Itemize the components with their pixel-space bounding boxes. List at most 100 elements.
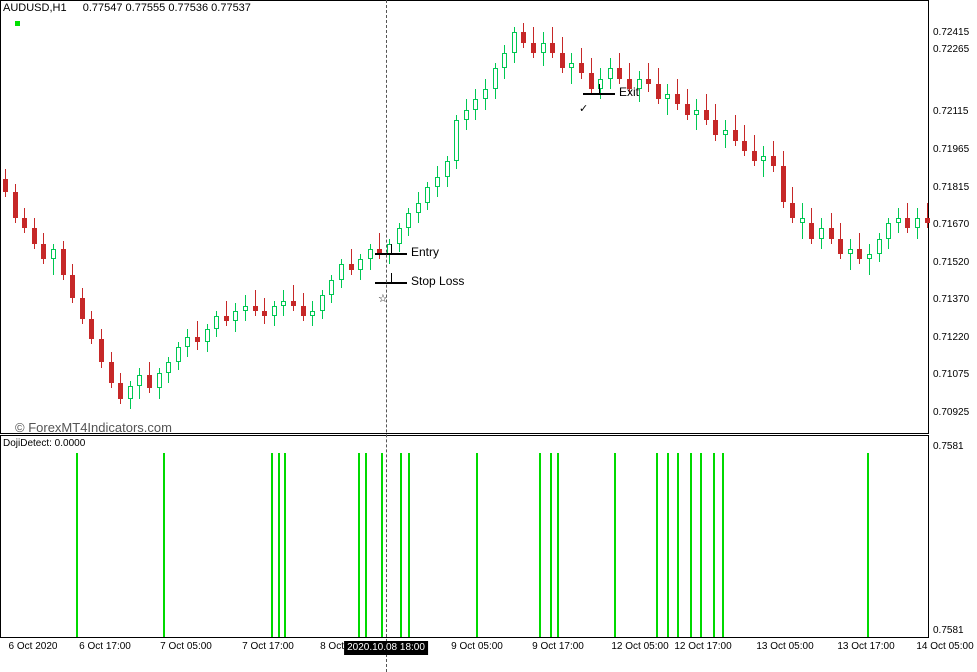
candle-body: [492, 68, 498, 89]
candle: [540, 32, 546, 66]
candle: [291, 285, 296, 311]
doji-signal-bar: [667, 453, 669, 637]
candle-body: [3, 179, 8, 193]
candle-body: [675, 94, 680, 105]
candle: [675, 78, 680, 110]
candle-body: [771, 156, 776, 167]
time-axis[interactable]: 6 Oct 2020 6 Oct 17:00 7 Oct 05:00 7 Oct 17…: [0, 639, 974, 672]
candle-body: [924, 217, 930, 224]
price-axis-scale[interactable]: 0.72415 0.72265 0.72115 0.71965 0.71815 0.716…: [929, 0, 977, 434]
candle: [886, 218, 892, 249]
doji-signal-bar: [557, 453, 559, 637]
candle: [406, 207, 412, 237]
doji-signal-bar: [400, 453, 402, 637]
candle-body: [819, 228, 824, 239]
candle: [319, 290, 325, 319]
candle-body: [915, 217, 920, 229]
candle-body: [742, 140, 748, 151]
candle-body: [540, 42, 546, 53]
candle: [607, 58, 613, 89]
candle: [415, 192, 421, 224]
indicator-axis-scale[interactable]: 0.7581 0.7581: [929, 435, 977, 638]
candle: [742, 125, 748, 157]
doji-signal-bar: [867, 453, 869, 637]
time-tick-label: 6 Oct 17:00: [79, 641, 131, 652]
candle-body: [415, 202, 421, 213]
candle-body: [204, 328, 210, 342]
candle-body: [713, 119, 719, 136]
candle-body: [367, 248, 373, 260]
candle: [233, 303, 239, 332]
doji-signal-bar: [690, 453, 692, 637]
candle: [108, 352, 114, 389]
marker-label: Exit: [619, 85, 640, 99]
candle: [790, 187, 796, 224]
candle-body: [262, 310, 268, 317]
candle-body: [454, 119, 460, 162]
candle: [41, 233, 47, 265]
candle: [262, 297, 268, 324]
doji-signal-bar: [713, 453, 715, 637]
time-tick-label: 13 Oct 05:00: [756, 641, 814, 652]
indicator-panel[interactable]: [0, 435, 929, 638]
candle: [751, 135, 757, 167]
candle: [204, 323, 210, 353]
candle: [396, 223, 402, 252]
candle: [569, 52, 575, 84]
candle-body: [579, 63, 584, 74]
candle-body: [550, 42, 556, 53]
price-tick-label: 0.70925: [933, 407, 970, 418]
doji-signal-bar: [408, 453, 410, 637]
candle-wick: [293, 285, 294, 311]
candle-body: [79, 297, 85, 319]
candle: [838, 223, 844, 260]
candle: [463, 99, 469, 131]
candle: [3, 168, 8, 198]
candle-body: [70, 274, 76, 298]
candle: [89, 310, 95, 345]
doji-signal-bar: [476, 453, 478, 637]
candle-wick: [254, 290, 256, 317]
marker-label: Entry: [411, 245, 440, 259]
doji-signal-bar: [163, 453, 165, 637]
doji-signal-bar: [550, 453, 552, 637]
candle-body: [89, 318, 95, 340]
candle-body: [502, 52, 508, 69]
indicator-tick-bottom: 0.7581: [933, 625, 964, 636]
candle: [847, 238, 853, 270]
price-chart-panel[interactable]: Entry Stop Loss Exit ☆ ✓ © ForexMT4Indicator…: [0, 0, 930, 435]
candle-body: [51, 248, 56, 260]
symbol-timeframe-label: AUDUSD,H1: [3, 2, 67, 14]
candle: [147, 362, 152, 394]
candle-body: [435, 176, 440, 188]
candle-body: [156, 372, 162, 389]
candle-body: [905, 217, 911, 229]
candle: [780, 150, 786, 208]
candle-body: [463, 109, 469, 120]
candle-body: [886, 223, 892, 239]
time-tick-label: 14 Oct 05:00: [916, 641, 974, 652]
candle-body: [607, 68, 613, 79]
marker-tick: [391, 244, 392, 253]
doji-signal-bar: [614, 453, 616, 637]
candle: [723, 119, 728, 149]
candle: [809, 207, 815, 244]
candle: [483, 78, 488, 110]
candle-body: [799, 217, 805, 224]
candle-body: [12, 192, 18, 218]
candle-body: [300, 305, 306, 317]
time-tick-label: 7 Oct 17:00: [242, 641, 294, 652]
candle: [281, 290, 287, 317]
candle-body: [780, 166, 786, 203]
candle-body: [511, 32, 517, 53]
stop-loss-arrow-icon: ☆: [378, 293, 388, 305]
doji-signal-bar: [278, 453, 280, 637]
candle-body: [531, 42, 536, 53]
candle-body: [598, 78, 604, 89]
candle-wick: [53, 243, 54, 275]
price-tick-label: 0.71815: [933, 182, 970, 193]
candle: [492, 63, 498, 100]
candle-body: [137, 375, 143, 386]
marker-line: [375, 253, 407, 255]
